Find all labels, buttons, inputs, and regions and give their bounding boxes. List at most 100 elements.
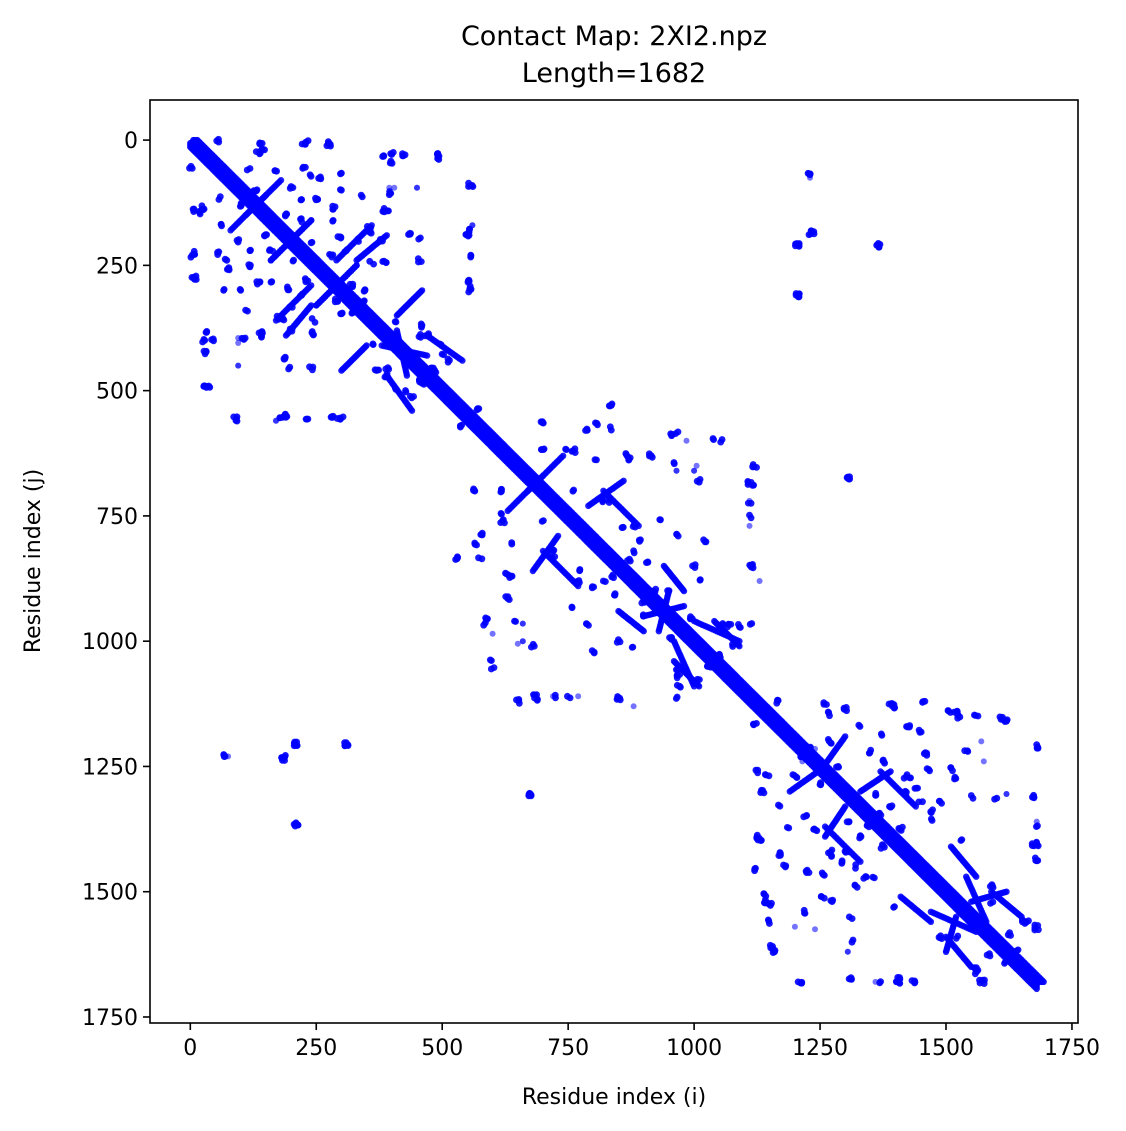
contact-point-4964 [605, 402, 613, 410]
contact-point-4516 [245, 261, 253, 268]
contact-point-4003 [655, 628, 662, 635]
contact-point-4497 [251, 187, 259, 195]
contact-point-4524 [252, 148, 260, 156]
contact-point-4589 [308, 238, 316, 246]
contact-point-4920 [566, 694, 574, 702]
contact-point-4835 [333, 415, 341, 422]
contact-point-4584 [288, 325, 296, 332]
contact-point-3385 [215, 165, 223, 173]
contact-point-4611 [191, 251, 199, 258]
contact-point-4603 [327, 251, 335, 259]
contact-point-4971 [626, 555, 633, 563]
contact-point-3496 [308, 217, 315, 224]
contact-point-4477 [307, 173, 315, 180]
contact-point-4863 [583, 426, 591, 434]
contact-point-4578 [285, 365, 292, 373]
contact-point-4488 [233, 237, 241, 244]
contact-point-4422 [187, 162, 195, 170]
contact-point-4779 [384, 373, 392, 381]
contact-point-4423 [213, 137, 221, 145]
contact-point-3542 [353, 262, 360, 269]
contact-point-4657 [220, 287, 228, 294]
contact-point-4452 [199, 338, 207, 346]
contact-point-4624 [323, 142, 331, 150]
contact-point-4574 [284, 285, 291, 293]
contact-points-layer [186, 135, 1047, 993]
contact-point-3450 [262, 192, 270, 199]
contact-point-4765 [309, 363, 317, 371]
contact-point-4674 [357, 191, 365, 199]
contact-point-4472 [217, 221, 225, 228]
contact-point-4278 [927, 918, 935, 925]
contact-point-4891 [593, 456, 600, 464]
contact-point-4778 [425, 333, 432, 340]
contact-point-4525 [198, 202, 206, 210]
contact-point-4803 [402, 388, 410, 396]
contact-point-4850 [473, 406, 481, 414]
contact-point-4637 [256, 278, 264, 286]
contact-point-4417 [942, 948, 950, 955]
contact-point-4704 [380, 205, 388, 212]
contact-point-3910 [620, 477, 627, 484]
contact-point-4899 [749, 461, 757, 468]
contact-point-4744 [399, 152, 407, 160]
contact-point-4517 [312, 194, 319, 202]
contact-point-4985 [576, 566, 584, 574]
contact-point-4952 [599, 577, 607, 585]
contact-point-4898 [513, 696, 520, 704]
contact-point-4820 [467, 253, 475, 261]
contact-point-4489 [287, 183, 295, 190]
contact-point-4956 [606, 496, 614, 504]
contact-point-3497 [267, 257, 275, 264]
contact-point-4324 [973, 928, 980, 935]
contact-point-4843 [539, 419, 547, 427]
contact-point-4645 [346, 280, 354, 288]
contact-point-4496 [238, 201, 245, 208]
contact-point-4602 [302, 276, 310, 284]
contact-point-4807 [230, 413, 238, 421]
contact-point-4759 [444, 358, 452, 366]
contact-point-4875 [718, 436, 726, 443]
contact-point-4682 [361, 286, 369, 293]
contact-point-3543 [313, 302, 320, 309]
contact-point-4683 [337, 310, 344, 318]
contact-point-4504 [240, 335, 247, 343]
contact-point-4712 [382, 259, 390, 266]
contact-point-4094 [736, 638, 743, 645]
contact-point-4917 [497, 510, 505, 517]
contact-point-4696 [380, 152, 388, 160]
contact-point-4467 [302, 163, 309, 171]
contact-point-4936 [574, 579, 581, 587]
contact-point-3726 [408, 407, 416, 414]
contact-point-4140 [821, 763, 829, 770]
contact-point-4662 [343, 246, 351, 254]
contact-point-4431 [256, 139, 264, 147]
contact-point-4929 [497, 519, 505, 526]
contact-point-4687 [275, 316, 282, 323]
contact-point-4636 [329, 205, 337, 213]
contact-point-3365 [1040, 978, 1047, 986]
contact-point-4619 [225, 265, 232, 273]
contact-point-4539 [282, 212, 289, 220]
contact-point-4588 [289, 257, 297, 265]
contact-point-4629 [267, 278, 275, 286]
contact-point-4916 [562, 445, 569, 453]
contact-point-4736 [391, 384, 399, 392]
contact-point-4476 [223, 256, 231, 264]
contact-point-4870 [482, 614, 489, 622]
contact-point-4648 [338, 186, 345, 194]
contact-point-3635 [282, 332, 290, 339]
contact-point-4509 [216, 193, 224, 201]
contact-point-4628 [329, 217, 337, 224]
contact-point-4002 [680, 602, 688, 610]
contact-point-4851 [458, 421, 466, 429]
contact-point-4937 [632, 521, 639, 529]
contact-point-3773 [338, 367, 345, 374]
contact-point-4579 [417, 234, 424, 242]
contact-point-4882 [497, 488, 505, 496]
chart-title: Contact Map: 2XI2.npz [461, 21, 767, 52]
contact-point-3911 [529, 567, 537, 575]
contact-point-4544 [269, 247, 277, 255]
contact-point-4279 [973, 873, 980, 880]
contact-point-4921 [747, 514, 755, 522]
